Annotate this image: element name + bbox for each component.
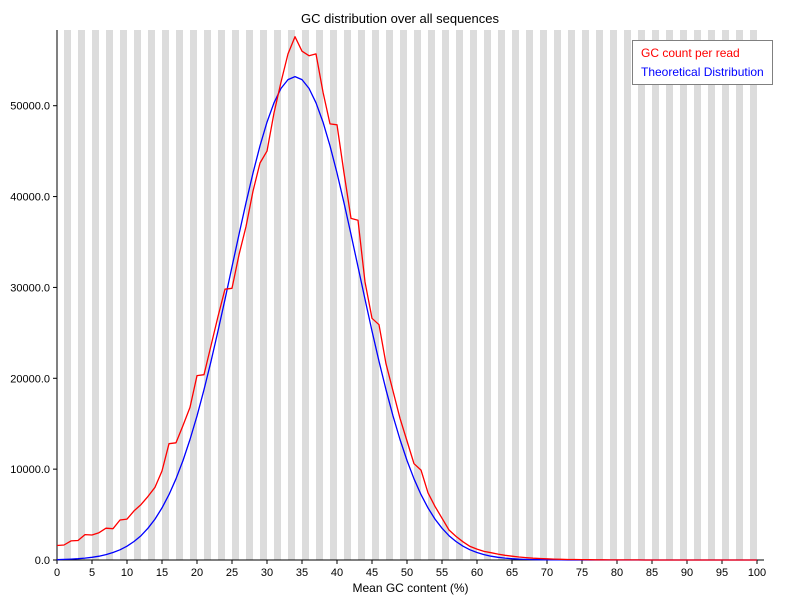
svg-text:90: 90 — [681, 567, 693, 579]
svg-text:50000.0: 50000.0 — [10, 101, 50, 113]
svg-text:40: 40 — [331, 567, 343, 579]
svg-text:85: 85 — [646, 567, 658, 579]
svg-text:25: 25 — [226, 567, 238, 579]
y-axis-ticks: 0.0 10000.0 20000.0 30000.0 40000.0 50000.0 — [10, 101, 57, 567]
chart-title: GC distribution over all sequences — [301, 11, 499, 26]
legend: GC count per read Theoretical Distributi… — [632, 40, 773, 86]
svg-text:10000.0: 10000.0 — [10, 464, 50, 476]
svg-text:20000.0: 20000.0 — [10, 373, 50, 385]
svg-text:50: 50 — [401, 567, 413, 579]
svg-text:15: 15 — [156, 567, 168, 579]
svg-text:0: 0 — [54, 567, 60, 579]
svg-text:55: 55 — [436, 567, 448, 579]
svg-text:20: 20 — [191, 567, 203, 579]
svg-text:60: 60 — [471, 567, 483, 579]
svg-text:100: 100 — [748, 567, 766, 579]
legend-entry-theoretical-distribution: Theoretical Distribution — [641, 64, 764, 79]
svg-text:30: 30 — [261, 567, 273, 579]
x-axis-ticks: 0 5 10 15 20 25 30 35 40 45 50 55 60 65 70 75 80 85 90 95 10… — [54, 560, 766, 579]
legend-entry-gc-count-per-read: GC count per read — [641, 46, 740, 60]
svg-text:70: 70 — [541, 567, 553, 579]
svg-text:0.0: 0.0 — [35, 555, 50, 567]
gc-count-per-read-line — [56, 36, 757, 561]
background-stripes — [64, 30, 757, 560]
x-axis-label: Mean GC content (%) — [352, 581, 469, 595]
svg-text:30000.0: 30000.0 — [10, 282, 50, 294]
svg-text:35: 35 — [296, 567, 308, 579]
svg-text:95: 95 — [716, 567, 728, 579]
svg-text:80: 80 — [611, 567, 623, 579]
svg-text:40000.0: 40000.0 — [10, 192, 50, 204]
svg-text:45: 45 — [366, 567, 378, 579]
svg-text:10: 10 — [121, 567, 133, 579]
svg-text:5: 5 — [89, 567, 95, 579]
svg-text:75: 75 — [576, 567, 588, 579]
svg-text:65: 65 — [506, 567, 518, 579]
